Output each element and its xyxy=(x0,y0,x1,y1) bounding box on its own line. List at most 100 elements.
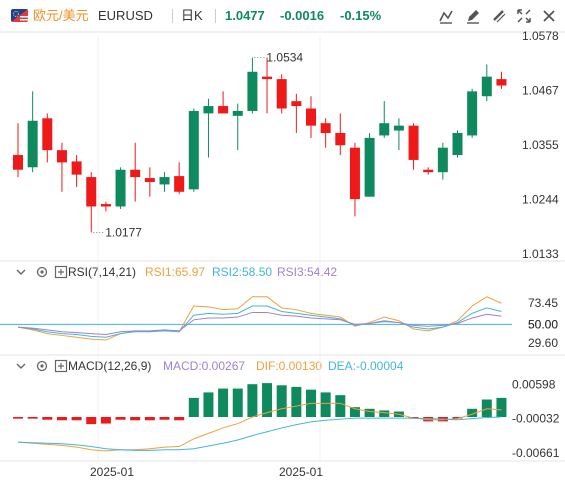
eu-us-flag-icon xyxy=(11,9,28,22)
candle xyxy=(467,91,478,136)
macd-bar xyxy=(86,417,97,425)
rsi2-value: RSI2:58.50 xyxy=(212,265,273,279)
rsi-axis-label: 50.00 xyxy=(528,317,558,331)
fullscreen-icon[interactable] xyxy=(513,5,535,27)
candle xyxy=(100,204,111,207)
macd-bar xyxy=(276,385,287,417)
price-axis-label: 1.0467 xyxy=(522,83,559,97)
price-axis-label: 1.0355 xyxy=(522,138,559,152)
rsi-line-1 xyxy=(17,296,502,341)
candle xyxy=(232,110,243,116)
macd-axis-label: -0.00032 xyxy=(512,412,560,426)
macd-bar xyxy=(247,384,258,417)
dif-line xyxy=(17,402,502,452)
macd-bar xyxy=(174,417,185,421)
candle xyxy=(320,123,331,133)
candle xyxy=(276,79,287,109)
macd-bar xyxy=(71,417,82,421)
x-tick-label: 2025-01 xyxy=(90,465,134,479)
add-indicator-icon[interactable] xyxy=(54,265,68,279)
divider xyxy=(215,9,216,23)
rsi-axis-label: 29.60 xyxy=(528,336,558,350)
dea-line xyxy=(17,416,502,451)
candle xyxy=(335,132,346,146)
macd-bar xyxy=(188,397,199,417)
macd-name: MACD(12,26,9) xyxy=(68,359,152,373)
macd-bar xyxy=(159,417,170,420)
macd-bar xyxy=(203,392,214,417)
price-axis-label: 1.0578 xyxy=(522,29,559,43)
candle xyxy=(262,76,273,80)
macd-bar xyxy=(320,392,331,417)
macd-bar xyxy=(364,408,375,417)
candle xyxy=(130,169,141,178)
price-change: -0.0016 xyxy=(280,8,325,23)
dea-value: DEA:-0.00004 xyxy=(328,359,404,373)
macd-bar xyxy=(291,386,302,417)
high-annotation: 1.0534 xyxy=(266,51,303,65)
macd-bar xyxy=(130,417,141,421)
price-axis-label: 1.0244 xyxy=(522,193,559,207)
candle xyxy=(379,123,390,136)
candle xyxy=(452,132,463,156)
divider xyxy=(172,9,173,23)
candle xyxy=(218,106,229,114)
settings-icon[interactable] xyxy=(35,265,49,279)
macd-bar xyxy=(481,399,492,417)
macd-bar xyxy=(218,388,229,417)
last-price: 1.0477 xyxy=(225,8,265,23)
macd-header: MACD(12,26,9) MACD:0.00267 DIF:0.00130 D… xyxy=(0,357,565,375)
rsi-line-3 xyxy=(17,311,502,336)
candle xyxy=(27,120,38,168)
rsi-axis-label: 73.45 xyxy=(528,296,558,310)
collapse-icon[interactable] xyxy=(14,359,28,373)
candle xyxy=(291,101,302,107)
settings-icon[interactable] xyxy=(35,359,49,373)
candle xyxy=(13,155,23,170)
symbol-label: EURUSD xyxy=(98,8,153,23)
macd-value: MACD:0.00267 xyxy=(163,359,246,373)
macd-bar xyxy=(349,407,360,417)
rsi-line-2 xyxy=(17,305,502,338)
pen-icon[interactable] xyxy=(462,5,484,27)
candle xyxy=(306,108,316,126)
macd-bar xyxy=(232,388,243,417)
candle xyxy=(174,176,185,192)
macd-bar xyxy=(335,395,346,417)
low-annotation: 1.0177 xyxy=(105,225,142,239)
candle xyxy=(71,161,82,175)
macd-bar xyxy=(423,417,434,422)
candle xyxy=(481,76,492,97)
macd-bar xyxy=(56,417,67,421)
draw-line-icon[interactable] xyxy=(435,5,457,27)
candle xyxy=(144,178,155,182)
candle xyxy=(496,79,507,86)
macd-bar xyxy=(379,410,390,417)
candle xyxy=(203,106,214,114)
collapse-icon[interactable] xyxy=(14,265,28,279)
candle xyxy=(349,147,360,200)
dif-value: DIF:0.00130 xyxy=(256,359,323,373)
candle xyxy=(56,150,67,163)
candle xyxy=(159,177,170,185)
line-style-icon[interactable] xyxy=(488,5,510,27)
macd-bar xyxy=(100,417,111,424)
add-indicator-icon[interactable] xyxy=(54,359,68,373)
chart-header: 欧元/美元 EURUSD 日K 1.0477 -0.0016 -0.15% xyxy=(0,0,565,32)
close-icon[interactable] xyxy=(538,5,560,27)
macd-bar xyxy=(42,417,53,420)
pair-cn-name[interactable]: 欧元/美元 xyxy=(33,8,89,23)
candle xyxy=(423,169,434,173)
rsi1-value: RSI1:65.97 xyxy=(145,265,206,279)
candle xyxy=(115,169,126,207)
rsi-name: RSI(7,14,21) xyxy=(68,265,137,279)
macd-bar xyxy=(27,417,38,419)
macd-bar xyxy=(144,417,155,421)
candle xyxy=(86,177,97,207)
candle xyxy=(247,71,258,111)
candle xyxy=(408,125,419,160)
candle xyxy=(393,125,404,131)
period-selector[interactable]: 日K xyxy=(181,8,203,23)
macd-bar xyxy=(496,397,507,417)
